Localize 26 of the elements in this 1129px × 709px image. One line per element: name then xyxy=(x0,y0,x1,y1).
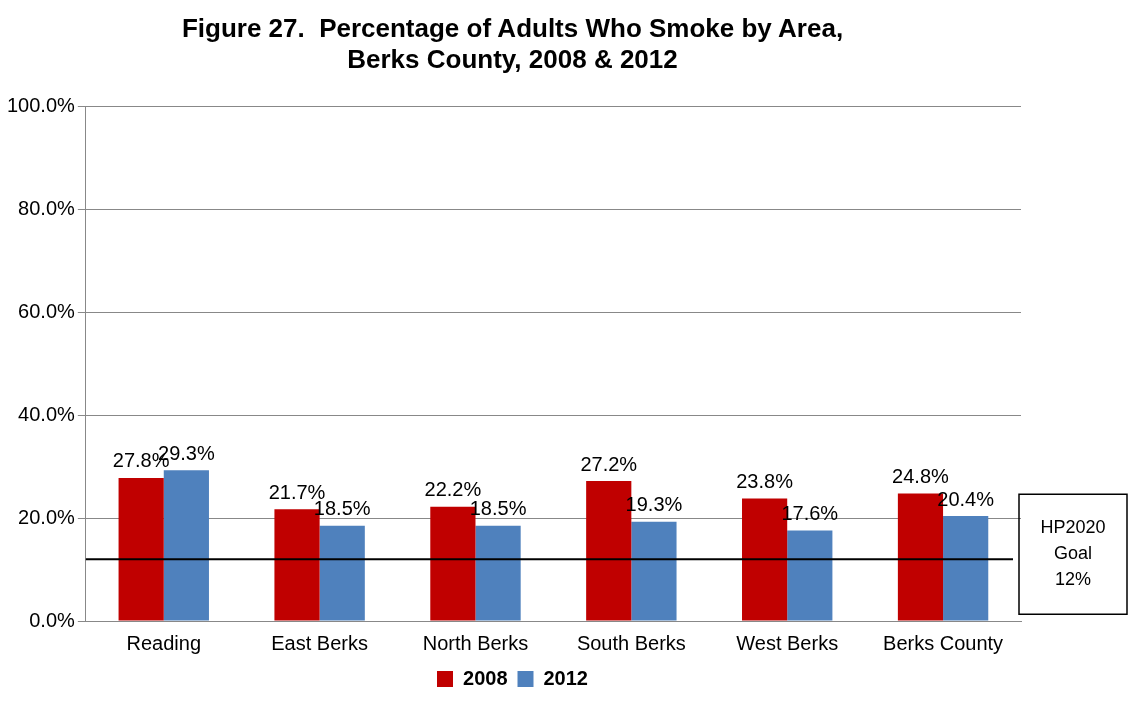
bar xyxy=(118,477,164,621)
x-tick-label: North Berks xyxy=(422,631,529,654)
bar xyxy=(631,521,677,621)
x-tick-label: West Berks xyxy=(736,631,839,654)
y-tick-label: 80.0% xyxy=(18,196,76,219)
data-label: 24.8% xyxy=(892,464,950,487)
data-label: 23.8% xyxy=(736,470,794,493)
data-label: 27.2% xyxy=(580,452,638,475)
y-tick-label: 20.0% xyxy=(18,505,76,528)
legend-label: 2012 xyxy=(543,666,588,689)
x-tick-label: South Berks xyxy=(576,631,686,654)
y-tick-label: 0.0% xyxy=(29,608,76,631)
chart-title: Figure 27. Percentage of Adults Who Smoke by Area, Berks County, 2008 & 2012 xyxy=(181,12,844,74)
y-tick-label: 60.0% xyxy=(18,299,76,322)
legend-label: 2008 xyxy=(463,666,508,689)
bar xyxy=(319,525,365,621)
bar xyxy=(163,470,209,621)
bar xyxy=(787,530,833,621)
x-tick-label: Reading xyxy=(126,631,202,654)
x-tick-label: Berks County xyxy=(883,631,1004,654)
bar xyxy=(943,516,989,621)
y-tick-label: 100.0% xyxy=(6,93,76,116)
ref-line-label: HP2020 Goal 12% xyxy=(1040,517,1106,590)
x-tick-label: East Berks xyxy=(271,631,368,654)
bar xyxy=(475,525,521,621)
y-tick-label: 40.0% xyxy=(18,402,76,425)
